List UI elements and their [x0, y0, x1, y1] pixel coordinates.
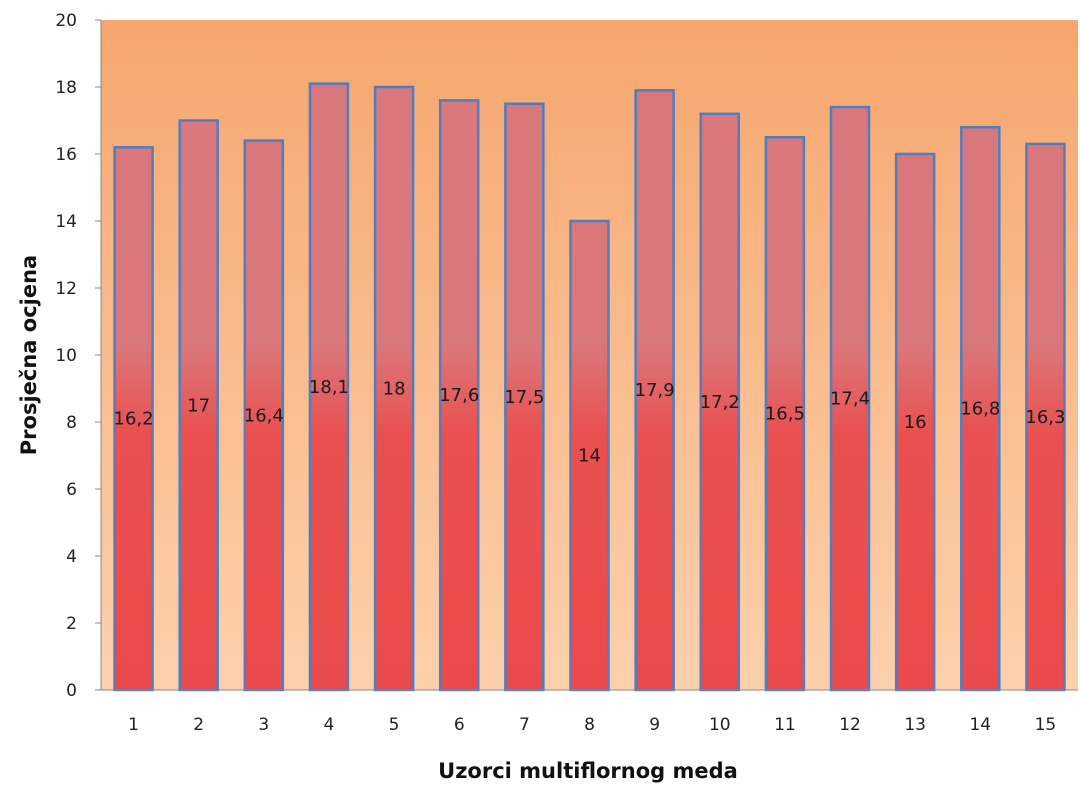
bar-7 [504, 102, 545, 692]
x-axis-title: Uzorci multiflornog meda [438, 759, 738, 783]
y-tick-label: 8 [66, 413, 77, 433]
x-tick-label: 15 [1035, 715, 1057, 735]
bar-2 [178, 119, 219, 692]
x-tick-label: 13 [904, 715, 926, 735]
x-axis-ticks: 1 2 3 4 5 6 7 8 9 10 11 12 13 14 15 [128, 715, 1056, 735]
data-label-5: 18 [383, 379, 406, 400]
bar-12 [829, 105, 871, 692]
y-axis-title: Prosječna ocjena [17, 255, 41, 455]
x-tick-label: 9 [649, 715, 660, 735]
data-label-13: 16 [904, 412, 927, 433]
x-tick-label: 14 [969, 715, 991, 735]
y-tick-label: 10 [55, 346, 77, 366]
data-label-2: 17 [187, 395, 210, 416]
bars-group [113, 82, 1066, 692]
x-tick-label: 11 [774, 715, 796, 735]
x-tick-label: 5 [389, 715, 400, 735]
data-label-3: 16,4 [244, 405, 284, 426]
y-tick-label: 0 [66, 681, 77, 701]
y-tick-label: 2 [66, 614, 77, 634]
bar-15 [1025, 142, 1066, 692]
data-label-10: 17,2 [700, 392, 740, 413]
x-tick-label: 4 [324, 715, 335, 735]
y-tick-label: 12 [55, 279, 77, 299]
data-label-14: 16,8 [960, 399, 1000, 420]
data-label-9: 17,9 [635, 380, 675, 401]
y-axis-ticks: 0 2 4 6 8 10 12 14 16 18 20 [55, 11, 101, 701]
data-label-11: 16,5 [765, 404, 805, 425]
x-tick-label: 2 [193, 715, 204, 735]
y-tick-label: 4 [66, 547, 77, 567]
bar-14 [960, 125, 1001, 692]
data-label-15: 16,3 [1025, 407, 1065, 428]
x-tick-label: 8 [584, 715, 595, 735]
y-tick-label: 18 [55, 78, 77, 98]
data-label-12: 17,4 [830, 389, 870, 410]
y-tick-label: 14 [55, 212, 77, 232]
y-tick-label: 6 [66, 480, 77, 500]
x-tick-label: 3 [258, 715, 269, 735]
bar-1 [113, 146, 154, 692]
x-tick-label: 12 [839, 715, 861, 735]
data-label-6: 17,6 [439, 385, 479, 406]
y-tick-label: 16 [55, 145, 77, 165]
data-label-7: 17,5 [504, 387, 544, 408]
bar-10 [699, 112, 741, 692]
bar-3 [243, 139, 285, 692]
x-tick-label: 7 [519, 715, 530, 735]
data-label-1: 16,2 [114, 409, 154, 430]
y-tick-label: 20 [55, 11, 77, 31]
bar-13 [894, 152, 936, 692]
x-tick-label: 1 [128, 715, 139, 735]
x-tick-label: 10 [709, 715, 731, 735]
x-tick-label: 6 [454, 715, 465, 735]
data-label-4: 18,1 [309, 377, 349, 398]
data-label-8: 14 [578, 446, 601, 467]
data-labels-group: 16,2 17 16,4 18,1 18 17,6 17,5 14 17,9 17,2 16,5 17… [114, 377, 1066, 467]
bar-9 [634, 89, 675, 692]
bar-8 [569, 219, 610, 692]
